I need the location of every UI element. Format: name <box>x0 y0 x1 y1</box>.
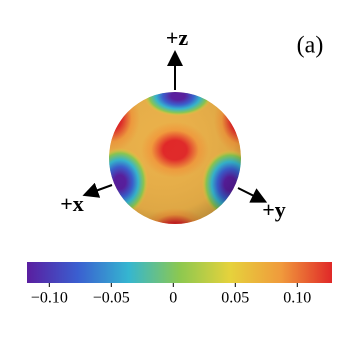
colorbar-tick-label: 0 <box>169 290 177 307</box>
x-label: +x <box>60 191 84 216</box>
colorbar-tick-label: −0.10 <box>31 290 68 307</box>
sphere <box>109 92 241 224</box>
x-arrow <box>82 182 113 198</box>
colorbar-tick-label: −0.05 <box>93 290 130 307</box>
colorbar-tick-label: 0.05 <box>221 290 249 307</box>
colorbar <box>27 262 332 283</box>
y-arrow <box>237 187 268 203</box>
z-label: +z <box>166 25 189 50</box>
y-label: +y <box>262 197 286 222</box>
panel-label: (a) <box>297 33 324 59</box>
colorbar-tick-label: 0.10 <box>283 290 311 307</box>
